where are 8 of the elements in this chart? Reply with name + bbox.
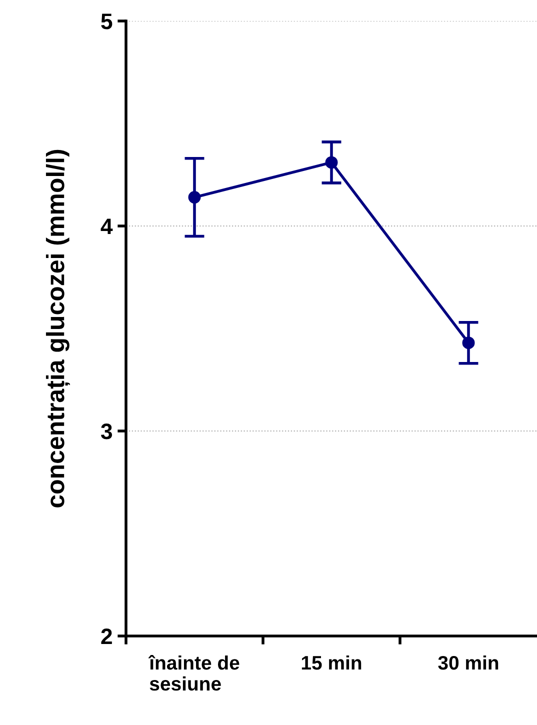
y-tick-label: 5 <box>101 14 112 30</box>
x-tick-label: 15 min <box>302 655 362 670</box>
x-tick-label: 30 min <box>438 655 498 670</box>
y-tick-label: 4 <box>100 218 113 234</box>
x-tick-label: înainte de sesiune <box>148 655 240 691</box>
y-axis-title: concentrația glucozei (mmol/l) <box>46 150 70 508</box>
y-tick-label: 3 <box>100 424 112 440</box>
y-tick-label: 2 <box>101 628 112 644</box>
